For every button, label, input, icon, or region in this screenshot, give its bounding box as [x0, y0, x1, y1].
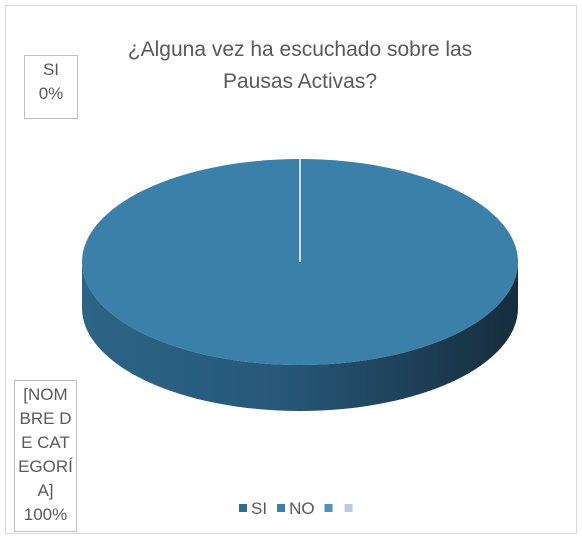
data-label-text: [NOMBRE DE CATEGORÍA]	[18, 385, 73, 500]
legend-marker	[239, 504, 247, 512]
legend-marker	[324, 504, 333, 512]
pie-slice-side	[82, 262, 518, 411]
legend-marker	[344, 504, 353, 512]
data-label-text: SI	[42, 60, 60, 79]
data-label-text: 0%	[38, 84, 64, 103]
legend-label: NO	[289, 499, 315, 518]
legend-marker	[277, 504, 286, 512]
data-label-text: 100%	[23, 505, 68, 524]
data-label: SI 0%	[24, 55, 78, 119]
data-label: [NOMBRE DE CATEGORÍA] 100%	[14, 380, 77, 532]
chart-title: ¿Alguna vez ha escuchado sobre las Pausas…	[128, 38, 472, 93]
legend-label: SI	[251, 499, 267, 518]
